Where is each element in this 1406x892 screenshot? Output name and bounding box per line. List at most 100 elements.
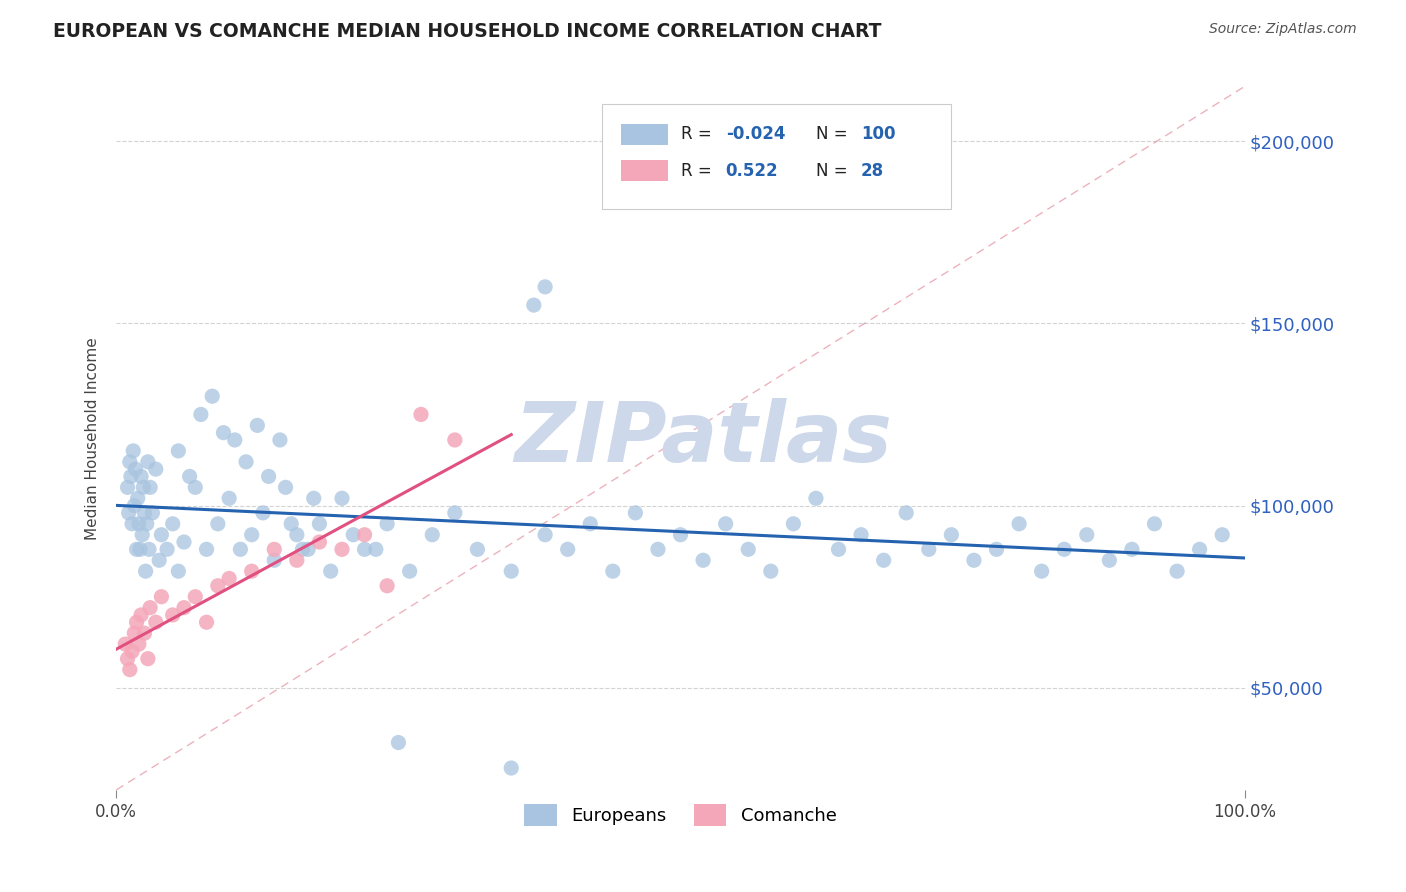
Point — [118, 506, 141, 520]
Point — [173, 600, 195, 615]
Point — [285, 527, 308, 541]
Point — [135, 516, 157, 531]
Point — [139, 480, 162, 494]
Point — [125, 542, 148, 557]
Point — [121, 644, 143, 658]
Point — [173, 535, 195, 549]
Point — [138, 542, 160, 557]
Point — [117, 651, 139, 665]
Point — [127, 491, 149, 506]
Point — [118, 455, 141, 469]
Point — [224, 433, 246, 447]
Point — [184, 480, 207, 494]
Point — [308, 516, 330, 531]
Point — [557, 542, 579, 557]
Point — [353, 527, 375, 541]
Point — [1143, 516, 1166, 531]
Text: N =: N = — [815, 125, 853, 144]
Point — [1008, 516, 1031, 531]
Point — [124, 626, 146, 640]
Bar — [620, 124, 668, 145]
Point — [128, 516, 150, 531]
Point — [872, 553, 894, 567]
Point — [280, 516, 302, 531]
Point — [134, 506, 156, 520]
Point — [167, 443, 190, 458]
Point — [579, 516, 602, 531]
Point — [229, 542, 252, 557]
FancyBboxPatch shape — [602, 104, 952, 210]
Point — [896, 506, 918, 520]
Text: N =: N = — [815, 161, 853, 180]
Point — [523, 298, 546, 312]
Text: ZIPatlas: ZIPatlas — [515, 398, 891, 479]
Point — [330, 542, 353, 557]
Point — [184, 590, 207, 604]
Point — [129, 542, 152, 557]
Point — [162, 516, 184, 531]
Point — [240, 527, 263, 541]
Point — [135, 564, 157, 578]
Point — [201, 389, 224, 403]
Point — [669, 527, 692, 541]
Point — [179, 469, 201, 483]
Point — [986, 542, 1008, 557]
Point — [150, 527, 173, 541]
Point — [308, 535, 330, 549]
Point — [207, 516, 229, 531]
Point — [353, 542, 375, 557]
Point — [195, 615, 218, 630]
Point — [330, 491, 353, 506]
Point — [150, 590, 173, 604]
Point — [1098, 553, 1121, 567]
Point — [534, 280, 557, 294]
Point — [128, 637, 150, 651]
Point — [1188, 542, 1211, 557]
Point — [375, 579, 398, 593]
Point — [156, 542, 179, 557]
Point — [375, 516, 398, 531]
Point — [136, 651, 159, 665]
Text: Source: ZipAtlas.com: Source: ZipAtlas.com — [1209, 22, 1357, 37]
Point — [804, 491, 827, 506]
Point — [941, 527, 963, 541]
Point — [269, 433, 291, 447]
Text: R =: R = — [681, 125, 717, 144]
Point — [124, 462, 146, 476]
Point — [212, 425, 235, 440]
Point — [131, 527, 153, 541]
Point — [114, 637, 136, 651]
Legend: Europeans, Comanche: Europeans, Comanche — [517, 797, 844, 834]
Point — [398, 564, 420, 578]
Point — [647, 542, 669, 557]
Point — [602, 564, 624, 578]
Point — [443, 506, 465, 520]
Point — [162, 607, 184, 622]
Point — [420, 527, 443, 541]
Point — [145, 615, 167, 630]
Point — [501, 761, 523, 775]
Point — [827, 542, 849, 557]
Point — [129, 469, 152, 483]
Y-axis label: Median Household Income: Median Household Income — [86, 337, 100, 540]
Point — [136, 455, 159, 469]
Point — [443, 433, 465, 447]
Point — [467, 542, 489, 557]
Point — [534, 527, 557, 541]
Point — [387, 735, 409, 749]
Text: EUROPEAN VS COMANCHE MEDIAN HOUSEHOLD INCOME CORRELATION CHART: EUROPEAN VS COMANCHE MEDIAN HOUSEHOLD IN… — [53, 22, 882, 41]
Point — [1211, 527, 1233, 541]
Point — [207, 579, 229, 593]
Point — [285, 553, 308, 567]
Point — [319, 564, 342, 578]
Text: 100: 100 — [860, 125, 896, 144]
Point — [121, 516, 143, 531]
Point — [501, 564, 523, 578]
Point — [918, 542, 941, 557]
Point — [122, 443, 145, 458]
Point — [263, 553, 285, 567]
Point — [1031, 564, 1053, 578]
Point — [409, 408, 432, 422]
Point — [190, 408, 212, 422]
Point — [134, 626, 156, 640]
